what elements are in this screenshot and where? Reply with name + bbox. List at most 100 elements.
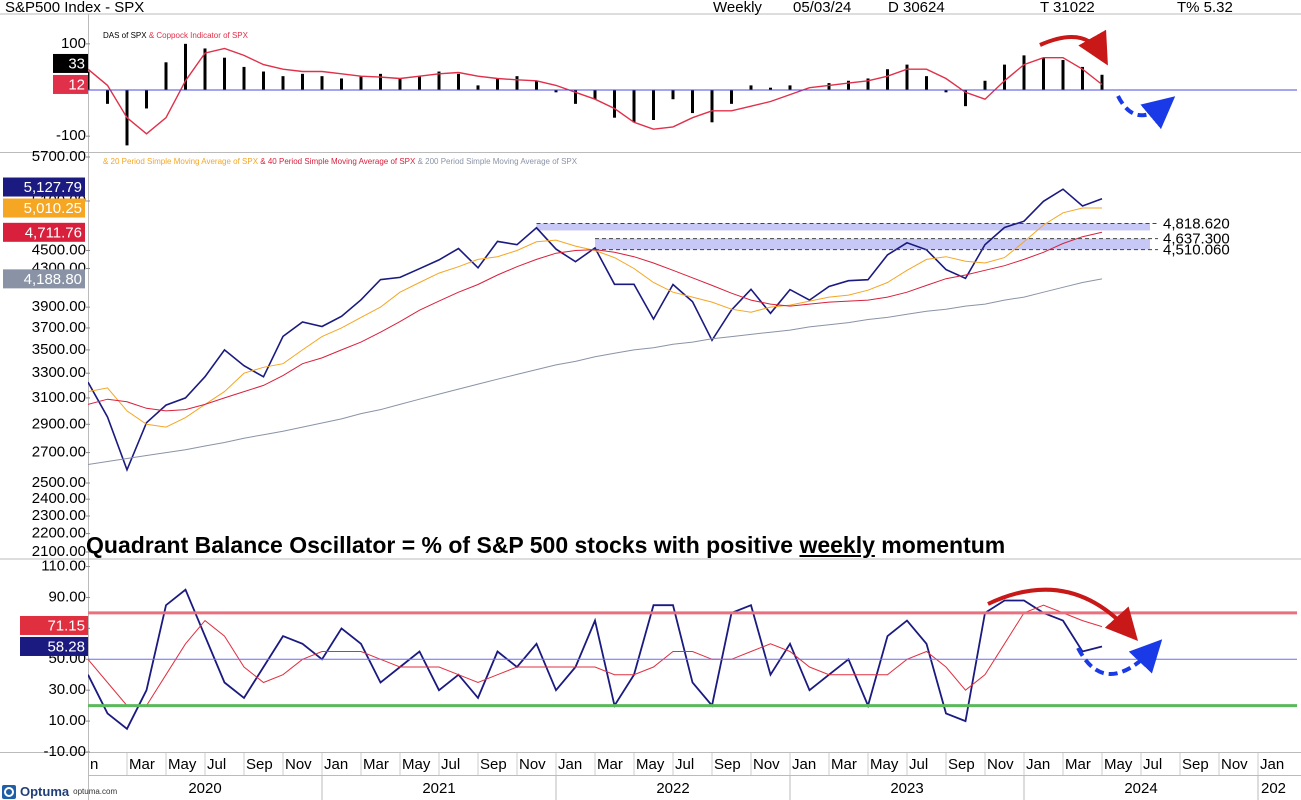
x-tick-label: Mar <box>1065 756 1091 773</box>
year-label: 2021 <box>422 780 455 797</box>
histogram-bar <box>164 62 168 90</box>
x-tick-label: Nov <box>987 756 1014 773</box>
y-tick-label: 30.00 <box>48 681 86 698</box>
series-line <box>88 207 1102 428</box>
site: optuma.com <box>73 787 118 796</box>
x-tick-label: Jul <box>441 756 460 773</box>
red-arrow <box>987 587 1139 641</box>
current-value-box <box>53 53 88 73</box>
histogram-bar <box>106 90 109 104</box>
histogram-bar <box>1061 60 1065 90</box>
title-part: weekly <box>799 532 875 558</box>
red-arrow <box>1039 29 1108 66</box>
x-tick-label: Mar <box>129 756 155 773</box>
x-tick-label: Sep <box>714 756 741 773</box>
y-tick-label: -100 <box>56 127 86 144</box>
histogram-bar <box>242 66 246 90</box>
y-tick-label: 2900.00 <box>32 415 86 432</box>
x-tick-label: Jul <box>1143 756 1162 773</box>
y-tick-label: 3900.00 <box>32 298 86 315</box>
histogram-bar <box>476 85 480 90</box>
current-value-label: 4,711.76 <box>25 224 82 241</box>
legend-entry: & Coppock Indicator of SPX <box>148 31 248 40</box>
level-label: 4,637.300 <box>1163 231 1230 248</box>
logo-icon <box>2 784 16 799</box>
x-tick-label: Nov <box>285 756 312 773</box>
histogram-bar <box>437 71 441 90</box>
histogram-bar <box>535 80 538 90</box>
histogram-bar <box>671 90 675 100</box>
histogram-bar <box>964 90 967 107</box>
level-label: 4,818.620 <box>1163 215 1230 232</box>
histogram-bar <box>827 83 831 90</box>
blue-dashed-arrow <box>1076 639 1163 676</box>
x-tick-label: n <box>90 756 98 773</box>
title-part: Quadrant Balance Oscillator = % of S&P 5… <box>86 532 794 558</box>
current-value-label: 4,188.80 <box>24 271 82 288</box>
t-percent: T% 5.32 <box>1177 0 1233 16</box>
histogram-bar <box>1003 64 1006 90</box>
y-tick-label: 3300.00 <box>32 364 86 381</box>
x-tick-label: Mar <box>597 756 623 773</box>
legend: DAS of SPX & Coppock Indicator of SPX <box>103 31 248 40</box>
histogram-bar <box>652 90 655 120</box>
y-tick-label: 3100.00 <box>32 389 86 406</box>
histogram-bar <box>574 90 577 104</box>
histogram-bar <box>223 57 226 90</box>
current-value-label: 5,010.25 <box>24 200 82 217</box>
x-tick-label: Nov <box>1221 756 1248 773</box>
d-value: D 30624 <box>888 0 945 16</box>
x-tick-label: Jul <box>909 756 928 773</box>
current-value-label: 58.28 <box>47 638 85 655</box>
current-value-box <box>3 269 85 289</box>
x-tick-label: May <box>1104 756 1133 773</box>
histogram-bar <box>847 80 850 90</box>
current-value-label: 33 <box>68 55 85 72</box>
histogram-bar <box>769 87 772 90</box>
x-tick-label: May <box>636 756 665 773</box>
histogram-bar <box>691 90 694 114</box>
panel-plot <box>88 588 1103 731</box>
series-line <box>88 231 1103 412</box>
x-tick-label: Jan <box>792 756 816 773</box>
panel-plot <box>88 43 1104 146</box>
series-line <box>88 278 1103 465</box>
current-value-box <box>53 74 88 94</box>
y-tick-label: 2700.00 <box>32 444 86 461</box>
blue-dashed-arrow <box>1116 95 1176 130</box>
histogram-bar <box>457 73 460 90</box>
year-label: 2023 <box>890 780 923 797</box>
y-tick-label: -10.00 <box>43 743 86 760</box>
y-tick-label: 2300.00 <box>32 507 86 524</box>
histogram-bar <box>554 90 558 93</box>
series-line <box>88 604 1103 707</box>
histogram-bar <box>749 85 753 90</box>
x-tick-label: May <box>168 756 197 773</box>
frame <box>0 13 1301 800</box>
x-tick-label: Mar <box>363 756 389 773</box>
histogram-bar <box>184 43 187 90</box>
y-tick-label: 2100.00 <box>32 543 86 560</box>
year-label: 2022 <box>656 780 689 797</box>
histogram-bar <box>379 73 382 90</box>
x-tick-label: Sep <box>948 756 975 773</box>
level-band <box>595 238 1150 250</box>
x-tick-label: Jan <box>558 756 582 773</box>
histogram-bar <box>340 78 343 90</box>
histogram-bar <box>301 73 304 90</box>
current-value-label: 71.15 <box>47 617 85 634</box>
y-tick-label: 100 <box>61 35 86 52</box>
date: 05/03/24 <box>793 0 852 16</box>
year-label: 2024 <box>1124 780 1157 797</box>
year-label: 202 <box>1261 780 1286 797</box>
level-label: 4,510.060 <box>1163 242 1230 259</box>
y-tick-label: 5700.00 <box>32 148 86 165</box>
y-tick-label: 3700.00 <box>32 319 86 336</box>
legend-entry: & 20 Period Simple Moving Average of SPX <box>103 157 259 166</box>
histogram-bar <box>515 76 519 90</box>
y-tick-label: 2500.00 <box>32 474 86 491</box>
histogram-bar <box>281 76 285 90</box>
histogram-bar <box>905 64 909 90</box>
